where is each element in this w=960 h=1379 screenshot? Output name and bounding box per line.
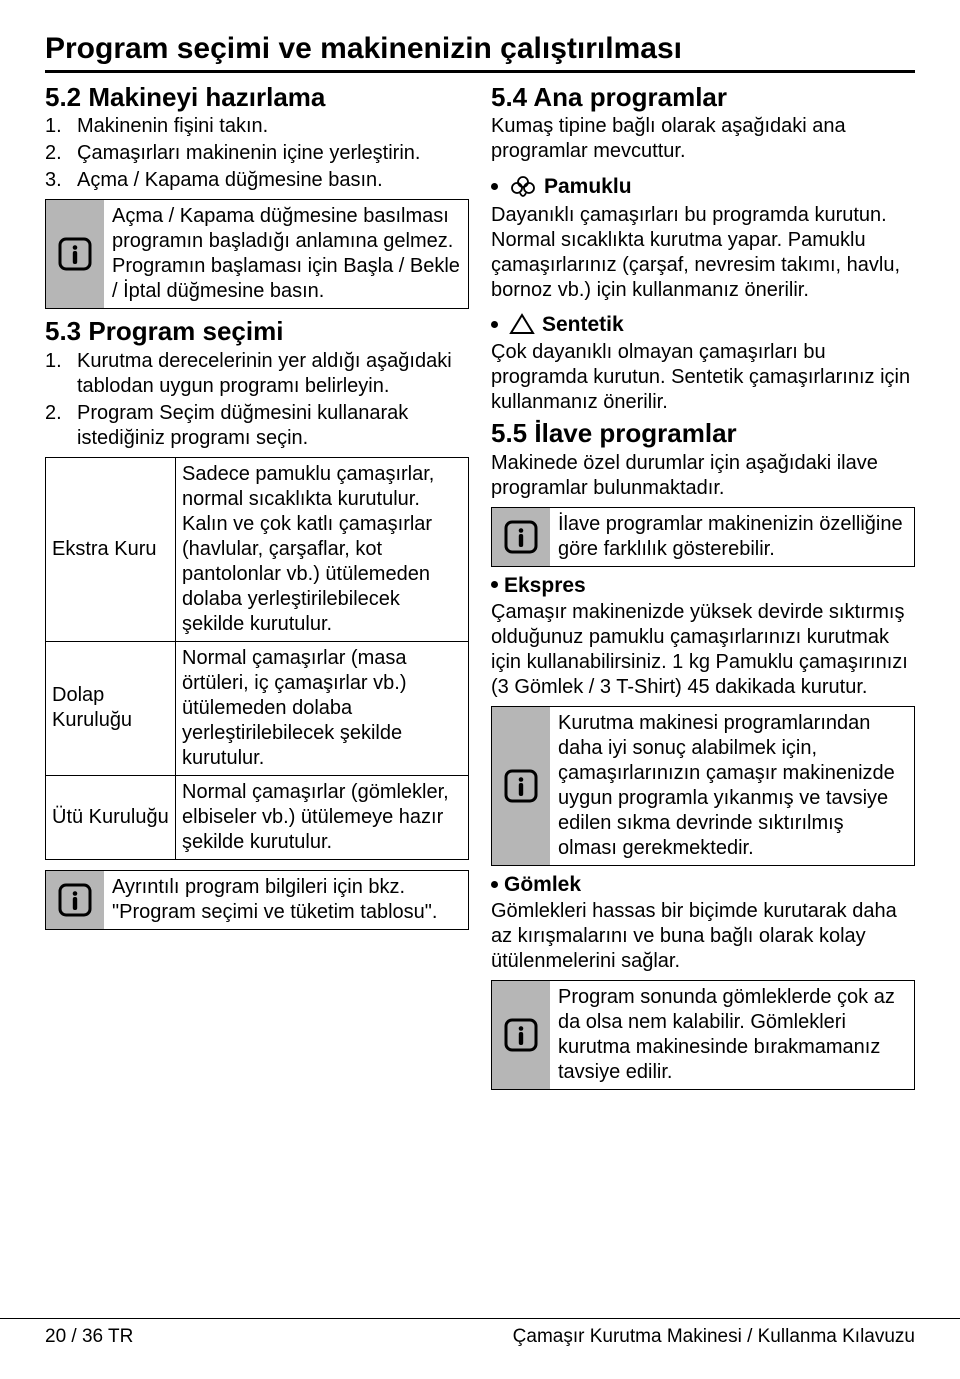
info-icon bbox=[46, 871, 104, 929]
table-row: Ütü Kuruluğu Normal çamaşırlar (gömlekle… bbox=[46, 775, 469, 859]
program-sentetik-desc: Çok dayanıklı olmayan çamaşırları bu pro… bbox=[491, 340, 915, 415]
info-icon bbox=[492, 508, 550, 566]
program-ekspres-heading: Ekspres bbox=[491, 573, 915, 599]
info-text: Ayrıntılı program bilgileri için bkz. "P… bbox=[104, 871, 468, 929]
program-label: Sentetik bbox=[542, 312, 624, 338]
info-box: Program sonunda gömleklerde çok az da ol… bbox=[491, 980, 915, 1090]
info-icon bbox=[492, 707, 550, 865]
list-item: Açma / Kapama düğmesine basın. bbox=[45, 168, 469, 193]
intro-5-5: Makinede özel durumlar için aşağıdaki il… bbox=[491, 451, 915, 501]
program-pamuklu-heading: Pamuklu bbox=[491, 172, 915, 202]
table-cell-desc: Normal çamaşırlar (gömlekler, elbiseler … bbox=[176, 775, 469, 859]
program-pamuklu-desc: Dayanıklı çamaşırları bu programda kurut… bbox=[491, 203, 915, 303]
footer-doc-title: Çamaşır Kurutma Makinesi / Kullanma Kıla… bbox=[513, 1325, 915, 1349]
table-cell-desc: Normal çamaşırlar (masa örtüleri, iç çam… bbox=[176, 641, 469, 775]
left-column: 5.2 Makineyi hazırlama Makinenin fişini … bbox=[45, 79, 469, 1097]
list-item: Kurutma derecelerinin yer aldığı aşağıda… bbox=[45, 349, 469, 399]
program-label: Ekspres bbox=[504, 574, 586, 597]
intro-5-4: Kumaş tipine bağlı olarak aşağıdaki ana … bbox=[491, 114, 915, 164]
list-item: Çamaşırları makinenin içine yerleştirin. bbox=[45, 141, 469, 166]
heading-5-4: 5.4 Ana programlar bbox=[491, 81, 915, 114]
bullet-icon bbox=[491, 183, 498, 190]
program-ekspres-desc: Çamaşır makinenizde yüksek devirde sıktı… bbox=[491, 600, 915, 700]
synthetic-icon bbox=[508, 311, 536, 339]
list-5-3: Kurutma derecelerinin yer aldığı aşağıda… bbox=[45, 349, 469, 451]
bullet-icon bbox=[491, 881, 498, 888]
content-columns: 5.2 Makineyi hazırlama Makinenin fişini … bbox=[45, 79, 915, 1097]
footer-page-number: 20 / 36 TR bbox=[45, 1325, 133, 1349]
page-title: Program seçimi ve makinenizin çalıştırıl… bbox=[45, 30, 915, 73]
info-box: Açma / Kapama düğmesine basılması progra… bbox=[45, 199, 469, 309]
table-row: Ekstra Kuru Sadece pamuklu çamaşırlar, n… bbox=[46, 457, 469, 641]
info-box: Ayrıntılı program bilgileri için bkz. "P… bbox=[45, 870, 469, 930]
table-row: Dolap Kuruluğu Normal çamaşırlar (masa ö… bbox=[46, 641, 469, 775]
page-footer: 20 / 36 TR Çamaşır Kurutma Makinesi / Ku… bbox=[0, 1318, 960, 1349]
table-cell-name: Ekstra Kuru bbox=[46, 457, 176, 641]
right-column: 5.4 Ana programlar Kumaş tipine bağlı ol… bbox=[491, 79, 915, 1097]
info-text: Açma / Kapama düğmesine basılması progra… bbox=[104, 200, 468, 308]
program-table: Ekstra Kuru Sadece pamuklu çamaşırlar, n… bbox=[45, 457, 469, 860]
info-box: Kurutma makinesi programlarından daha iy… bbox=[491, 706, 915, 866]
program-label: Gömlek bbox=[504, 873, 581, 896]
program-label: Pamuklu bbox=[544, 174, 632, 200]
info-icon bbox=[492, 981, 550, 1089]
table-cell-desc: Sadece pamuklu çamaşırlar, normal sıcakl… bbox=[176, 457, 469, 641]
heading-5-2: 5.2 Makineyi hazırlama bbox=[45, 81, 469, 114]
program-sentetik-heading: Sentetik bbox=[491, 311, 915, 339]
list-5-2: Makinenin fişini takın. Çamaşırları maki… bbox=[45, 114, 469, 193]
cotton-icon bbox=[508, 172, 538, 202]
list-item: Makinenin fişini takın. bbox=[45, 114, 469, 139]
list-item: Program Seçim düğmesini kullanarak isted… bbox=[45, 401, 469, 451]
info-text: Kurutma makinesi programlarından daha iy… bbox=[550, 707, 914, 865]
info-text: Program sonunda gömleklerde çok az da ol… bbox=[550, 981, 914, 1089]
heading-5-3: 5.3 Program seçimi bbox=[45, 315, 469, 348]
info-icon bbox=[46, 200, 104, 308]
bullet-icon bbox=[491, 581, 498, 588]
info-text: İlave programlar makinenizin özelliğine … bbox=[550, 508, 914, 566]
table-cell-name: Dolap Kuruluğu bbox=[46, 641, 176, 775]
info-box: İlave programlar makinenizin özelliğine … bbox=[491, 507, 915, 567]
heading-5-5: 5.5 İlave programlar bbox=[491, 417, 915, 450]
program-gomlek-heading: Gömlek bbox=[491, 872, 915, 898]
program-gomlek-desc: Gömlekleri hassas bir biçimde kurutarak … bbox=[491, 899, 915, 974]
table-cell-name: Ütü Kuruluğu bbox=[46, 775, 176, 859]
bullet-icon bbox=[491, 321, 498, 328]
